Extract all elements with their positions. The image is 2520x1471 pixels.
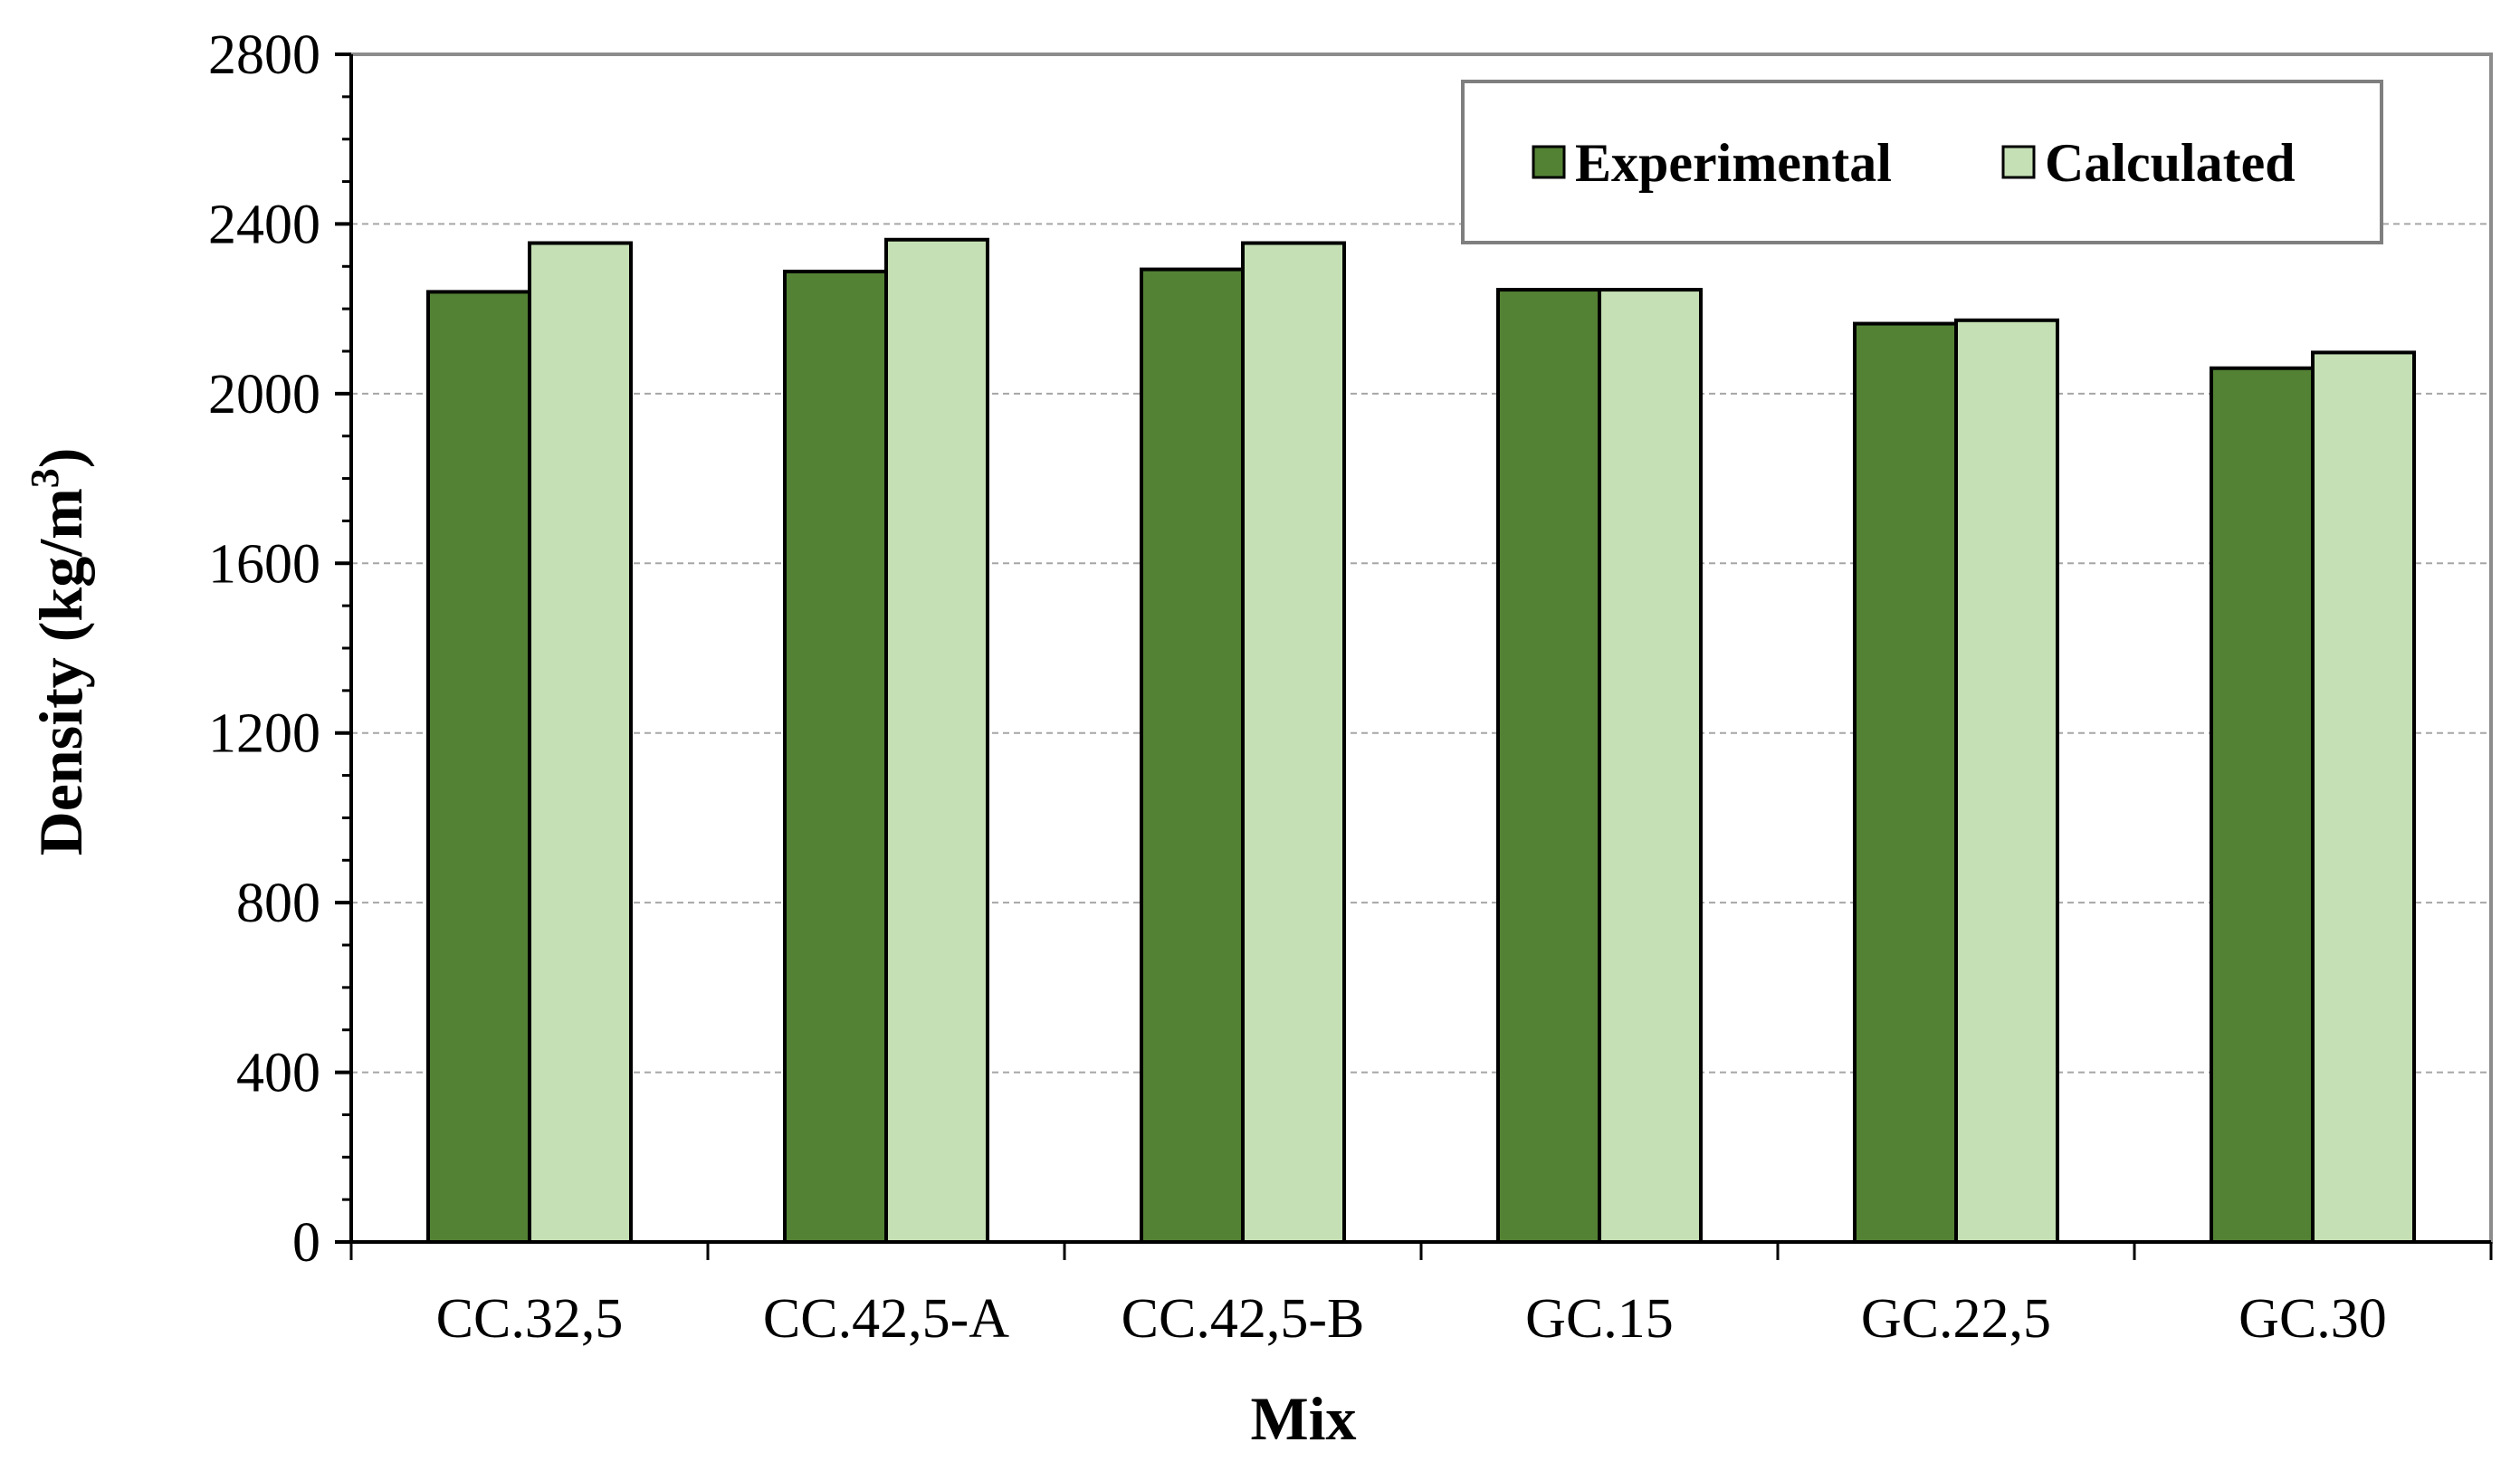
legend-swatch-calculated (2001, 145, 2036, 179)
y-axis-title: Density (kg/m3) (23, 448, 95, 856)
y-tick-label-800: 800 (236, 873, 320, 934)
x-tick-label-0: CC.32,5 (436, 1288, 624, 1350)
y-tick-label-2400: 2400 (208, 194, 320, 255)
legend-box (1461, 80, 2383, 244)
y-axis-title-superscript: 3 (23, 468, 67, 488)
legend-label-experimental: Experimental (1575, 133, 1892, 193)
bars (426, 237, 2416, 1245)
bar-experimental-1 (783, 269, 888, 1244)
x-axis-title: Mix (1250, 1384, 1356, 1453)
bar-experimental-3 (1496, 288, 1601, 1244)
y-tick-label-0: 0 (292, 1212, 320, 1274)
legend-label-calculated: Calculated (2045, 133, 2296, 193)
bar-experimental-2 (1140, 267, 1245, 1245)
axes (335, 53, 2493, 1260)
bar-calculated-4 (1954, 318, 2059, 1244)
legend: Experimental Calculated (1461, 80, 2383, 244)
y-tick-label-2000: 2000 (208, 364, 320, 425)
y-axis-title-main: Density (kg/m (26, 488, 95, 855)
x-tick-label-1: CC.42,5-A (763, 1288, 1009, 1350)
bar-experimental-0 (426, 290, 531, 1244)
y-tick-label-1600: 1600 (208, 533, 320, 595)
bar-experimental-5 (2210, 366, 2315, 1244)
bar-calculated-5 (2311, 350, 2416, 1244)
bar-calculated-2 (1241, 241, 1346, 1244)
bar-calculated-1 (884, 237, 989, 1244)
legend-swatch-experimental (1532, 145, 1566, 179)
x-tick-label-5: GC.30 (2238, 1288, 2387, 1350)
tick-labels: 0 400 800 1200 1600 2000 2400 2800 CC.32,5 CC.42,… (208, 24, 2387, 1350)
bar-calculated-0 (528, 241, 633, 1244)
y-tick-label-400: 400 (236, 1043, 320, 1104)
y-tick-label-2800: 2800 (208, 24, 320, 86)
y-tick-label-1200: 1200 (208, 703, 320, 765)
y-axis-title-close: ) (26, 448, 95, 469)
bar-experimental-4 (1853, 321, 1958, 1244)
x-tick-label-2: CC.42,5-B (1122, 1288, 1365, 1350)
bar-calculated-3 (1598, 288, 1703, 1244)
x-tick-label-4: GC.22,5 (1861, 1288, 2051, 1350)
x-tick-label-3: GC.15 (1525, 1288, 1674, 1350)
